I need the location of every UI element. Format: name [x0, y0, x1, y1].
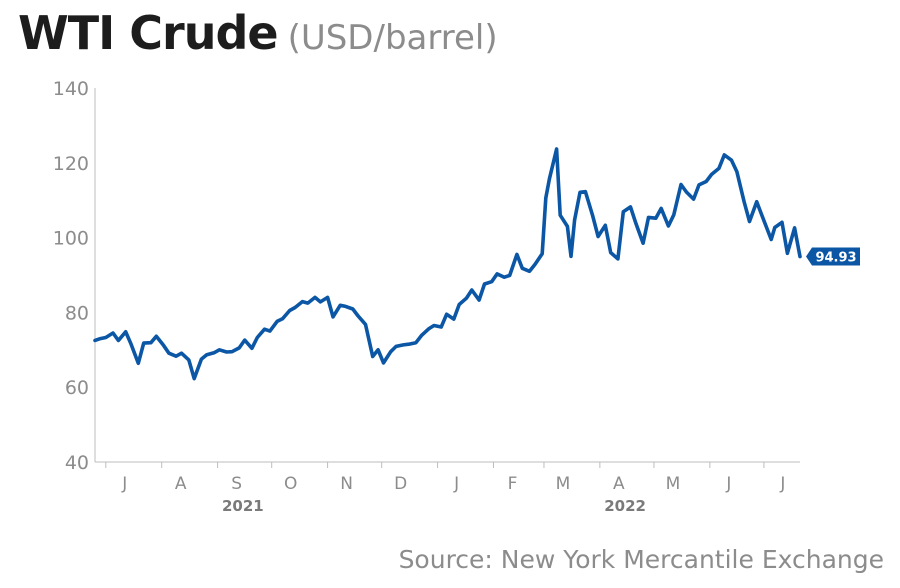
y-tick-label: 140 [53, 78, 89, 100]
y-tick-label: 120 [53, 153, 89, 175]
x-tick-label: N [340, 474, 353, 494]
y-tick-label: 80 [65, 302, 89, 324]
year-label: 2021 [222, 497, 264, 515]
source-note: Source: New York Mercantile Exchange [398, 545, 884, 574]
chart-title: WTI Crude [18, 6, 279, 60]
x-tick-label: J [453, 474, 459, 494]
y-tick-label: 100 [53, 228, 89, 250]
year-label: 2022 [604, 497, 646, 515]
x-tick-label: S [231, 474, 242, 494]
x-tick-label: J [121, 474, 127, 494]
end-value-label: 94.93 [815, 251, 856, 266]
y-tick-label: 40 [65, 452, 89, 474]
x-tick-label: M [556, 474, 571, 494]
x-tick-label: M [666, 474, 681, 494]
x-tick-label: J [779, 474, 785, 494]
x-tick-label: F [508, 474, 518, 494]
x-tick-label: A [175, 474, 187, 494]
price-line [93, 147, 802, 381]
x-tick-label: D [394, 474, 407, 494]
chart-title-row: WTI Crude (USD/barrel) [18, 6, 498, 60]
x-tick-label: O [284, 474, 297, 494]
x-tick-label: A [613, 474, 625, 494]
chart-unit: (USD/barrel) [287, 18, 498, 58]
x-tick-label: J [725, 474, 731, 494]
y-tick-label: 60 [65, 377, 89, 399]
end-value-tag [806, 247, 860, 266]
